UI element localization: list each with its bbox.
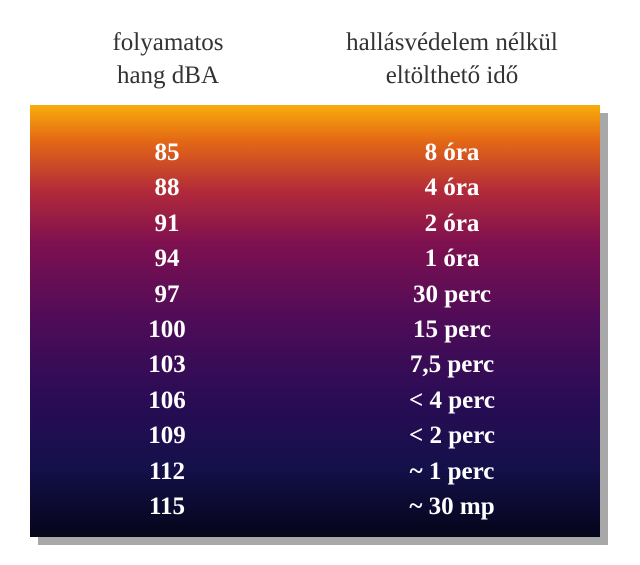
table-row: 112 ~ 1 perc — [30, 454, 600, 489]
time-cell: ~ 1 perc — [409, 457, 495, 485]
time-cell: 4 óra — [424, 174, 480, 202]
table-row: 100 15 perc — [30, 312, 600, 347]
time-cell: < 2 perc — [409, 422, 495, 450]
time-cell: 7,5 perc — [409, 351, 495, 379]
time-cell: 30 perc — [413, 280, 491, 308]
dba-cell: 91 — [154, 209, 180, 237]
time-cell: 15 perc — [413, 316, 491, 343]
header-line: eltölthető idő — [385, 62, 519, 89]
dba-cell: 88 — [154, 174, 180, 202]
table-row: 85 8 óra — [30, 135, 600, 170]
table-box: 85 8 óra 88 4 óra 91 2 óra 94 1 óra 97 30 perc 100… — [30, 105, 600, 537]
dba-cell: 103 — [148, 351, 186, 379]
dba-cell: 100 — [148, 316, 186, 343]
dba-cell: 106 — [148, 386, 186, 414]
table-row: 106 < 4 perc — [30, 383, 600, 418]
dba-cell: 85 — [154, 139, 180, 166]
dba-cell: 94 — [154, 245, 180, 273]
table-row: 103 7,5 perc — [30, 347, 600, 382]
time-cell: < 4 perc — [409, 386, 495, 414]
table-row: 115 ~ 30 mp — [30, 489, 600, 524]
time-cell: 2 óra — [424, 209, 480, 237]
column-header: folyamatos hang dBA — [18, 26, 318, 92]
time-cell: 8 óra — [424, 139, 480, 166]
table-row: 94 1 óra — [30, 241, 600, 276]
dba-cell: 97 — [154, 280, 180, 308]
dba-cell: 112 — [148, 457, 186, 485]
table-row: 109 < 2 perc — [30, 418, 600, 453]
table-row: 97 30 perc — [30, 277, 600, 312]
header-line: hang dBA — [116, 62, 220, 89]
header-line: folyamatos — [112, 29, 224, 56]
column-header: hallásvédelem nélkül eltölthető idő — [302, 26, 602, 92]
dba-cell: 115 — [148, 493, 186, 520]
dba-cell: 109 — [148, 422, 186, 450]
table-row: 91 2 óra — [30, 206, 600, 241]
time-cell: ~ 30 mp — [409, 493, 495, 520]
header-line: hallásvédelem nélkül — [346, 29, 558, 56]
time-cell: 1 óra — [424, 245, 480, 273]
table-row: 88 4 óra — [30, 170, 600, 205]
